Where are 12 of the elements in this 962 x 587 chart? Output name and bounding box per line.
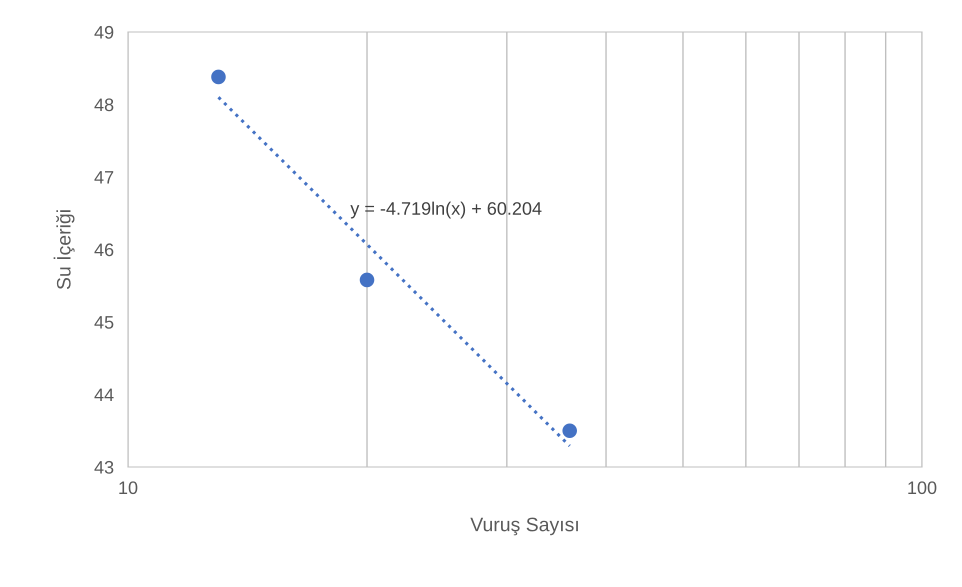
y-tick-label: 43 [94,460,114,474]
x-tick-label: 10 [119,481,138,494]
y-tick-label: 46 [94,243,114,256]
y-tick-label: 48 [94,98,114,112]
annotation: y = -4.719ln(x) + 60.204 [350,202,542,218]
y-axis-title: Su İçeriği [54,210,75,290]
y-tick-label: 49 [94,26,114,39]
y-tick-label: 47 [94,171,114,184]
x-axis-title: Vuruş Sayısı [470,518,578,536]
y-tick-label: 44 [94,388,114,402]
x-tick-label: 100 [908,481,936,494]
y-tick-label: 45 [94,316,114,329]
